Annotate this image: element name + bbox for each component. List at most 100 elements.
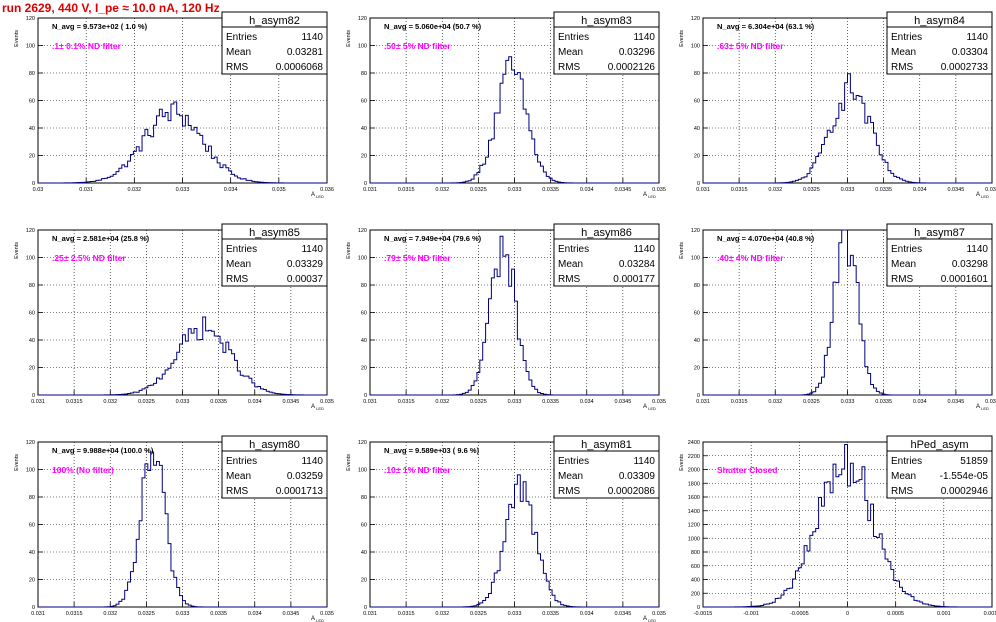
tick-label-y: 1400 xyxy=(688,509,700,515)
histogram-name: h_asym87 xyxy=(914,227,965,239)
tick-label-y: 20 xyxy=(694,366,700,372)
y-axis-label: Events xyxy=(14,242,20,259)
tick-label-y: 40 xyxy=(694,338,700,344)
stat-label-mean: Mean xyxy=(558,259,583,270)
histogram-name: h_asym86 xyxy=(581,227,632,239)
tick-label-x: 0.033 xyxy=(176,611,190,617)
tick-label-y: 60 xyxy=(361,99,367,105)
panel-hPed_asym: -0.0015 -0.001 -0.0005 0 0.0005 0.001 0.0015 0 2… xyxy=(679,435,996,617)
tick-label-x: 0.035 xyxy=(985,399,996,405)
navg-label: N_avg = 7.949e+04 (79.6 %) xyxy=(384,234,482,243)
stat-label-rms: RMS xyxy=(891,274,914,285)
tick-label-y: 120 xyxy=(26,16,35,22)
x-axis-label: A LED xyxy=(643,192,656,199)
stat-value-mean: 0.03304 xyxy=(952,47,989,58)
stat-value-rms: 0.0006068 xyxy=(276,62,324,73)
tick-label-x: 0.033 xyxy=(176,399,190,405)
tick-label-x: 0.0345 xyxy=(614,611,631,617)
tick-label-x: 0.0345 xyxy=(282,399,299,405)
tick-label-y: 60 xyxy=(694,311,700,317)
tick-label-y: 80 xyxy=(361,71,367,77)
tick-label-x: 0.032 xyxy=(768,399,782,405)
tick-label-y: 40 xyxy=(29,338,35,344)
x-axis-label: A LED xyxy=(976,192,989,199)
tick-label-x: 0.0005 xyxy=(887,611,904,617)
y-axis-label: Events xyxy=(346,30,352,47)
tick-label-y: 40 xyxy=(361,550,367,556)
stats-box xyxy=(553,435,660,499)
y-axis-label: Events xyxy=(14,454,20,471)
stat-value-rms: 0.0002733 xyxy=(941,62,989,73)
tick-label-x: 0.0345 xyxy=(947,187,964,193)
tick-label-x: 0.034 xyxy=(248,399,262,405)
tick-label-x: 0.032 xyxy=(103,399,117,405)
tick-label-y: 60 xyxy=(29,311,35,317)
tick-label-x: 0.035 xyxy=(320,611,334,617)
y-axis-label: Events xyxy=(679,242,685,259)
tick-label-x: 0.0315 xyxy=(731,399,748,405)
tick-label-x: 0.031 xyxy=(31,399,45,405)
y-axis-label: Events xyxy=(346,242,352,259)
stats-box xyxy=(221,223,328,287)
filter-label: .25± 2.5% ND filter xyxy=(52,253,126,263)
stat-value-mean: -1.554e-05 xyxy=(940,471,989,482)
navg-label: N_avg = 5.060e+04 (50.7 %) xyxy=(384,22,482,31)
filter-label: .10± 1% ND filter xyxy=(384,465,451,475)
tick-label-y: 120 xyxy=(691,228,700,234)
tick-label-x: 0.0335 xyxy=(875,187,892,193)
tick-label-x: 0.033 xyxy=(841,399,855,405)
tick-label-x: 0.035 xyxy=(652,187,666,193)
stat-label-rms: RMS xyxy=(891,62,914,73)
tick-label-y: 100 xyxy=(358,256,367,262)
tick-label-y: 1600 xyxy=(688,495,700,501)
filter-label: Shutter Closed xyxy=(717,465,777,475)
stat-label-rms: RMS xyxy=(226,274,249,285)
stat-value-rms: 0.00037 xyxy=(287,274,324,285)
stat-label-rms: RMS xyxy=(558,274,581,285)
tick-label-x: 0.033 xyxy=(841,187,855,193)
tick-label-x: 0.001 xyxy=(937,611,951,617)
tick-label-y: 0 xyxy=(32,393,35,399)
tick-label-x: 0.034 xyxy=(580,611,594,617)
stat-value-rms: 0.0002086 xyxy=(608,486,656,497)
tick-label-x: 0.0335 xyxy=(210,399,227,405)
tick-label-y: 120 xyxy=(691,16,700,22)
stat-label-rms: RMS xyxy=(558,486,581,497)
tick-label-x: 0.0335 xyxy=(542,399,559,405)
tick-label-x: 0.034 xyxy=(580,187,594,193)
tick-label-y: 120 xyxy=(358,16,367,22)
stat-value-mean: 0.03309 xyxy=(619,471,656,482)
stat-value-entries: 1140 xyxy=(966,32,988,43)
stat-value-rms: 0.0002946 xyxy=(941,486,989,497)
tick-label-x: 0.033 xyxy=(508,611,522,617)
tick-label-y: 100 xyxy=(691,256,700,262)
tick-label-y: 1000 xyxy=(688,536,700,542)
tick-label-y: 60 xyxy=(694,99,700,105)
stat-value-entries: 1140 xyxy=(633,244,655,255)
stat-label-mean: Mean xyxy=(558,47,583,58)
navg-label: N_avg = 6.304e+04 (63.1 %) xyxy=(717,22,815,31)
tick-label-y: 0 xyxy=(697,605,700,611)
panel-h_asym84: 0.031 0.0315 0.032 0.0325 0.033 0.0335 0.034 0.… xyxy=(679,11,996,199)
filter-label: 100% (No filter) xyxy=(52,465,114,475)
stat-value-entries: 1140 xyxy=(633,456,655,467)
filter-label: .40± 4% ND filter xyxy=(717,253,784,263)
panel-h_asym82: 0.03 0.031 0.032 0.033 0.034 0.035 0.036 0 20 40 6… xyxy=(14,11,334,199)
panel-h_asym85: 0.031 0.0315 0.032 0.0325 0.033 0.0335 0.034 0.… xyxy=(14,223,334,411)
tick-label-y: 80 xyxy=(361,283,367,289)
tick-label-y: 600 xyxy=(691,564,700,570)
stat-value-mean: 0.03329 xyxy=(287,259,324,270)
tick-label-x: 0.0345 xyxy=(947,399,964,405)
histogram-name: h_asym80 xyxy=(249,439,300,451)
panel-h_asym81: 0.031 0.0315 0.032 0.0325 0.033 0.0335 0.034 0.… xyxy=(346,435,666,622)
stats-box xyxy=(221,435,328,499)
tick-label-y: 80 xyxy=(694,283,700,289)
tick-label-x: 0.0325 xyxy=(470,399,487,405)
tick-label-x: 0.0325 xyxy=(803,399,820,405)
x-axis-label: A LED xyxy=(311,404,324,411)
tick-label-x: 0.032 xyxy=(768,187,782,193)
tick-label-x: 0.0015 xyxy=(984,611,996,617)
tick-label-x: 0.031 xyxy=(696,187,710,193)
tick-label-y: 0 xyxy=(364,181,367,187)
histogram-line xyxy=(370,235,659,396)
